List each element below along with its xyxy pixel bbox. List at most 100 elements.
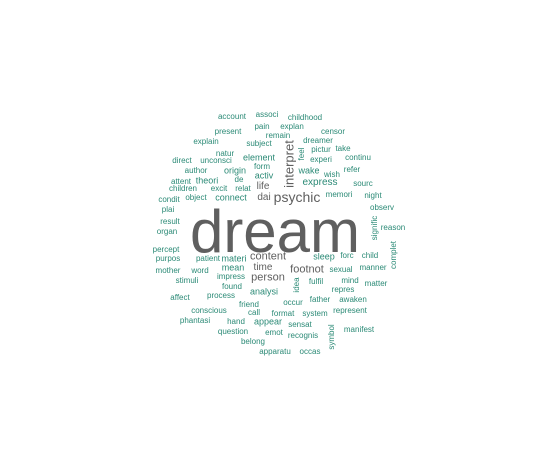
word-sleep: sleep	[313, 251, 335, 262]
word-activ: activ	[254, 170, 274, 181]
word-matter: matter	[364, 279, 388, 288]
word-direct: direct	[172, 156, 192, 165]
word-mother: mother	[155, 266, 181, 275]
word-call: call	[247, 308, 261, 317]
word-repres: repres	[331, 285, 355, 294]
word-life: life	[256, 181, 270, 192]
word-pictur: pictur	[311, 145, 331, 154]
word-stimuli: stimuli	[175, 276, 199, 285]
word-sourc: sourc	[353, 179, 373, 188]
word-emot: emot	[265, 328, 283, 337]
word-apparatu: apparatu	[259, 347, 291, 356]
word-materi: materi	[221, 253, 247, 264]
word-plai: plai	[161, 205, 175, 214]
word-patient: patient	[195, 254, 221, 263]
word-sexual: sexual	[329, 265, 353, 274]
word-analysi: analysi	[249, 286, 279, 297]
word-friend: friend	[238, 300, 260, 309]
word-form: form	[254, 162, 270, 171]
word-person: person	[251, 271, 285, 284]
word-feel: feel	[297, 147, 306, 161]
word-awaken: awaken	[339, 295, 367, 304]
word-pain: pain	[254, 122, 270, 131]
word-memori: memori	[325, 190, 353, 199]
word-conscious: conscious	[191, 306, 227, 315]
word-dreamer: dreamer	[303, 136, 333, 145]
word-natur: natur	[215, 149, 235, 158]
word-idea: idea	[292, 277, 301, 293]
word-result: result	[160, 217, 180, 226]
word-de: de	[234, 175, 244, 184]
word-fulfil: fulfil	[308, 277, 324, 286]
word-hand: hand	[227, 317, 245, 326]
word-footnot: footnot	[290, 263, 324, 276]
word-phantasi: phantasi	[179, 316, 211, 325]
word-wake: wake	[298, 165, 320, 176]
word-take: take	[335, 144, 351, 153]
word-occas: occas	[299, 347, 321, 356]
word-relat: relat	[235, 184, 251, 193]
word-percept: percept	[152, 245, 180, 254]
word-psychic: psychic	[273, 189, 321, 205]
word-signific: signific	[370, 215, 379, 241]
word-organ: organ	[156, 227, 178, 236]
word-purpos: purpos	[155, 254, 181, 263]
word-forc: forc	[340, 251, 354, 260]
word-time: time	[253, 262, 273, 273]
word-process: process	[206, 291, 236, 300]
word-unconsci: unconsci	[200, 156, 232, 165]
word-childhood: childhood	[287, 113, 323, 122]
word-father: father	[309, 295, 331, 304]
word-dai: dai	[257, 192, 271, 203]
word-recognis: recognis	[287, 331, 319, 340]
word-word: word	[191, 266, 209, 275]
word-origin: origin	[223, 165, 247, 176]
word-attent: attent	[170, 177, 192, 186]
word-question: question	[217, 327, 249, 336]
word-express: express	[302, 177, 338, 188]
word-manifest: manifest	[343, 325, 375, 334]
word-affect: affect	[170, 293, 190, 302]
word-children: children	[168, 184, 198, 193]
word-night: night	[364, 191, 382, 200]
word-sensat: sensat	[288, 320, 312, 329]
word-experi: experi	[310, 155, 332, 164]
word-theori: theori	[195, 175, 219, 186]
word-present: present	[214, 127, 242, 136]
word-remain: remain	[265, 131, 291, 140]
word-interpret: interpret	[281, 140, 297, 188]
word-explain: explain	[193, 137, 219, 146]
word-explan: explan	[280, 122, 304, 131]
word-subject: subject	[246, 139, 272, 148]
word-found: found	[221, 282, 243, 291]
word-connect: connect	[215, 192, 247, 203]
word-excit: excit	[210, 184, 228, 193]
word-appear: appear	[253, 316, 283, 327]
word-refer: refer	[343, 165, 361, 174]
word-reason: reason	[380, 223, 406, 232]
word-element: element	[242, 152, 276, 163]
word-impress: impress	[216, 272, 246, 281]
word-observ: observ	[369, 203, 395, 212]
word-account: account	[217, 112, 247, 121]
word-mind: mind	[341, 276, 359, 285]
word-continu: continu	[345, 153, 371, 162]
word-complet: complet	[389, 240, 398, 270]
word-format: format	[271, 309, 295, 318]
word-represent: represent	[333, 306, 367, 315]
word-wish: wish	[323, 170, 341, 179]
word-mean: mean	[221, 262, 245, 273]
word-symbol: symbol	[327, 324, 336, 350]
word-child: child	[361, 251, 379, 260]
word-censor: censor	[320, 127, 346, 136]
word-dream: dream	[189, 198, 361, 265]
word-content: content	[249, 250, 287, 263]
word-occur: occur	[283, 298, 303, 307]
word-object: object	[185, 193, 207, 202]
word-condit: condit	[158, 195, 180, 204]
word-manner: manner	[359, 263, 387, 272]
word-associ: associ	[255, 110, 279, 119]
word-author: author	[184, 166, 208, 175]
word-system: system	[302, 309, 328, 318]
